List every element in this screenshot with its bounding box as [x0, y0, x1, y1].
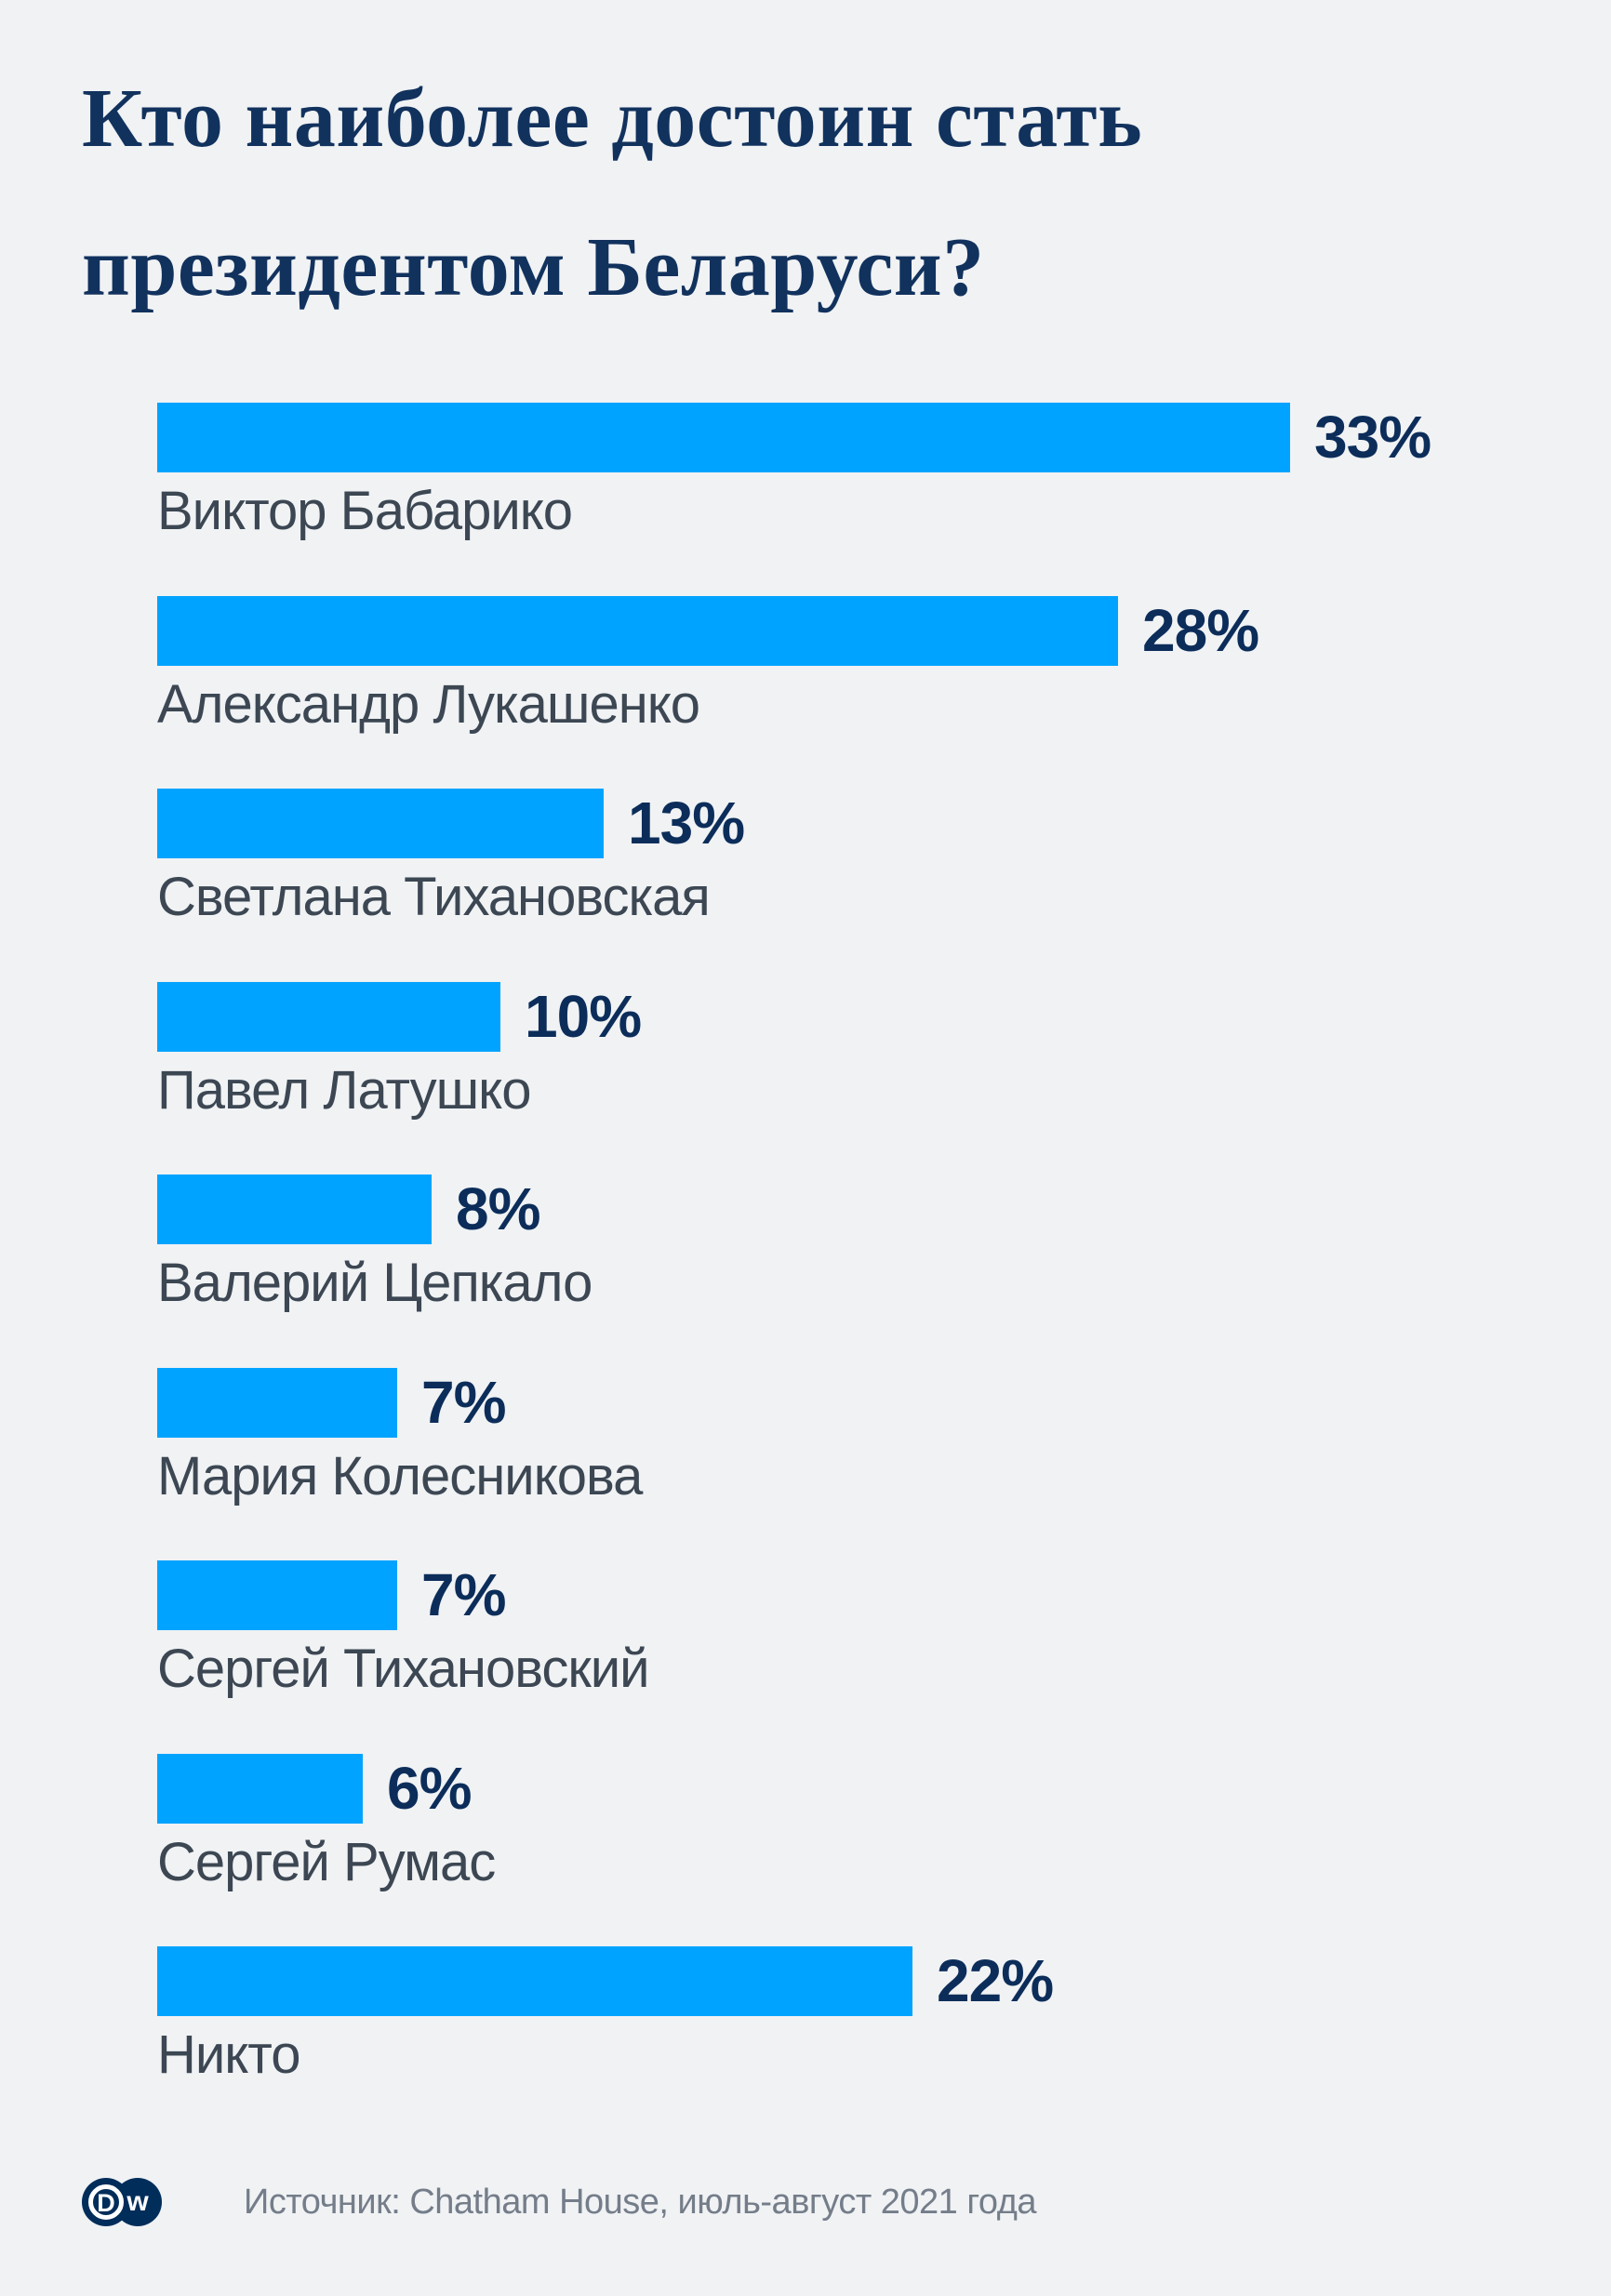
- bar-category-label: Светлана Тихановская: [157, 867, 711, 927]
- bar-row: 28% Александр Лукашенко: [157, 596, 1552, 790]
- bar-value-label: 7%: [421, 1369, 506, 1436]
- bar-value-label: 7%: [421, 1561, 506, 1628]
- dw-logo: D w: [82, 2178, 162, 2226]
- bar: [157, 1754, 363, 1824]
- bar-category-label: Сергей Румас: [157, 1832, 496, 1892]
- bar-value-label: 28%: [1142, 597, 1259, 664]
- bar: [157, 1560, 397, 1630]
- footer: D w Источник: Chatham House, июль-август…: [82, 2176, 1037, 2228]
- bar-row: 7% Сергей Тихановский: [157, 1560, 1552, 1754]
- chart-title-line1: Кто наиболее достоин стать: [82, 73, 1143, 165]
- bar-category-label: Мария Колесникова: [157, 1446, 643, 1506]
- bar-category-label: Сергей Тихановский: [157, 1639, 650, 1699]
- bar-value-label: 6%: [387, 1755, 472, 1822]
- bar-category-label: Никто: [157, 2024, 300, 2085]
- bar-category-label: Александр Лукашенко: [157, 674, 700, 735]
- bar-value-label: 22%: [937, 1947, 1054, 2014]
- bar-value-label: 8%: [456, 1175, 540, 1242]
- bar-value-label: 33%: [1314, 404, 1431, 471]
- bar-value-label: 13%: [628, 790, 745, 856]
- bar-row: 7% Мария Колесникова: [157, 1368, 1552, 1561]
- dw-logo-letter-d: D: [97, 2189, 115, 2217]
- bar: [157, 403, 1290, 472]
- bar-value-label: 10%: [525, 983, 642, 1050]
- bar: [157, 789, 604, 858]
- chart-title-line2: президентом Беларуси?: [82, 221, 985, 313]
- bar: [157, 1946, 912, 2016]
- dw-logo-letter-w: w: [126, 2186, 149, 2217]
- bar-row: 22% Никто: [157, 1946, 1552, 2140]
- bar-row: 8% Валерий Цепкало: [157, 1175, 1552, 1368]
- bar: [157, 1368, 397, 1438]
- source-text: Источник: Chatham House, июль-август 202…: [244, 2182, 1037, 2222]
- bar: [157, 596, 1118, 666]
- bar-category-label: Виктор Бабарико: [157, 481, 573, 541]
- bar-row: 13% Светлана Тихановская: [157, 789, 1552, 982]
- chart-title: Кто наиболее достоин стать президентом Б…: [82, 45, 1142, 342]
- bar-row: 6% Сергей Румас: [157, 1754, 1552, 1947]
- bar-category-label: Павел Латушко: [157, 1060, 531, 1121]
- bar: [157, 1175, 432, 1244]
- bar-row: 10% Павел Латушко: [157, 982, 1552, 1175]
- bar-category-label: Валерий Цепкало: [157, 1253, 592, 1313]
- bar-row: 33% Виктор Бабарико: [157, 403, 1552, 596]
- bar: [157, 982, 500, 1052]
